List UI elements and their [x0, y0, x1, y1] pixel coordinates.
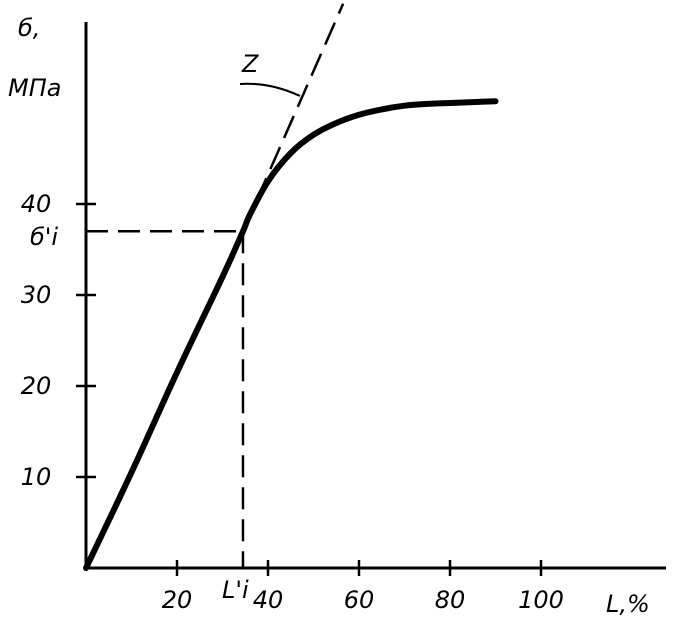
y-axis-label-unit: МПа	[8, 74, 61, 102]
y-ticks: 10 20 30 40	[21, 190, 96, 491]
series-z-label: Z	[241, 50, 259, 78]
x-tick-label-20: 20	[162, 586, 193, 614]
x-tick-label-40: 40	[253, 586, 284, 614]
y-tick-label-10: 10	[21, 463, 52, 491]
y-tick-label-20: 20	[21, 372, 52, 400]
x-tick-label-100: 100	[518, 586, 564, 614]
y-tick-label-40: 40	[21, 190, 52, 218]
x-ticks: 20 40 60 80 100	[162, 560, 564, 614]
y-tick-label-30: 30	[21, 281, 52, 309]
y-axis-label-symbol: б,	[18, 14, 40, 42]
L-i-label: L'i	[222, 576, 249, 604]
stress-strain-curve	[83, 98, 499, 571]
series-z-leader	[239, 82, 301, 97]
x-axis-label: L,%	[606, 590, 650, 618]
sigma-i-label: б'i	[30, 223, 58, 251]
guide-lines	[86, 230, 245, 568]
x-tick-label-60: 60	[344, 586, 375, 614]
series-z-line	[241, 3, 345, 232]
x-tick-label-80: 80	[435, 586, 466, 614]
axes	[84, 22, 666, 570]
series-layer	[83, 3, 499, 571]
